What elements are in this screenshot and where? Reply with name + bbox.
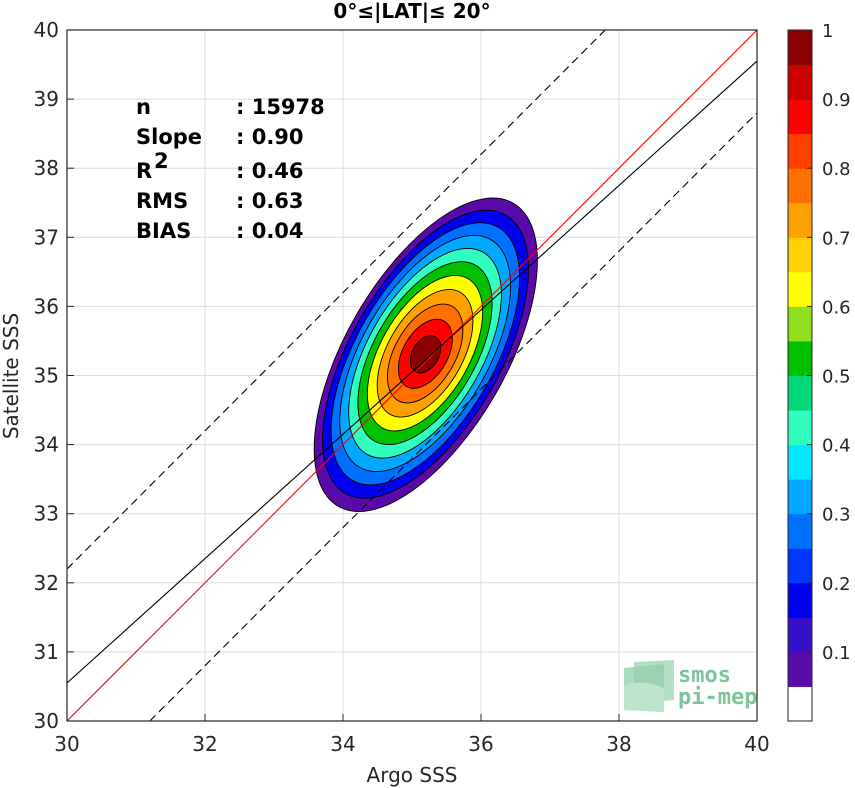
colorbar-segment xyxy=(788,30,812,66)
colorbar-segment xyxy=(788,168,812,204)
colorbar-segment xyxy=(788,133,812,169)
colorbar-segment xyxy=(788,513,812,549)
density-contours xyxy=(313,197,538,512)
colorbar-tick-label: 0.4 xyxy=(822,436,851,457)
stat-label: n xyxy=(136,95,151,119)
stats-box: n : 15978 Slope : 0.90 R 2 : 0.46 RMS : 0.63 BIAS… xyxy=(136,95,325,243)
colorbar-segment xyxy=(788,202,812,238)
colorbar-tick-label: 0.3 xyxy=(822,505,851,526)
stat-value: : 0.46 xyxy=(236,159,304,183)
stat-value: : 15978 xyxy=(236,95,325,119)
x-tick-label: 34 xyxy=(330,732,355,756)
colorbar-segment xyxy=(788,548,812,584)
colorbar-tick-label: 1 xyxy=(822,21,833,42)
colorbar-tick-label: 0.7 xyxy=(822,228,851,249)
stat-value: : 0.90 xyxy=(236,125,304,149)
colorbar: 0.1 0.2 0.3 0.4 0.5 0.6 0.7 0.8 0.9 1 xyxy=(787,21,851,722)
y-tick-label: 34 xyxy=(34,433,59,457)
plot-frame xyxy=(66,29,758,722)
stat-label: RMS xyxy=(136,189,188,213)
colorbar-tick-label: 0.1 xyxy=(822,643,851,664)
y-tick-label: 30 xyxy=(34,709,59,733)
x-tick-label: 36 xyxy=(468,732,493,756)
regression-line xyxy=(66,60,758,684)
smos-logo: smos pi-mep xyxy=(624,660,757,712)
colorbar-tick-label: 0.6 xyxy=(822,297,851,318)
colorbar-segment xyxy=(788,237,812,273)
y-tick-label: 35 xyxy=(34,364,59,388)
colorbar-segment xyxy=(788,479,812,515)
y-tick-label: 36 xyxy=(34,294,59,318)
colorbar-tick-label: 0.2 xyxy=(822,574,851,595)
stat-label: BIAS xyxy=(136,219,191,243)
x-tick-label: 32 xyxy=(192,732,217,756)
colorbar-segment xyxy=(788,375,812,411)
y-tick-label: 39 xyxy=(34,87,59,111)
lower-bound-line xyxy=(149,112,758,722)
colorbar-segment xyxy=(788,410,812,446)
logo-line2: pi-mep xyxy=(678,685,757,710)
colorbar-segment xyxy=(788,617,812,653)
x-tick-label: 30 xyxy=(54,732,79,756)
colorbar-segment xyxy=(788,686,812,722)
identity-line xyxy=(66,29,758,722)
y-tick-label: 33 xyxy=(34,502,59,526)
stat-value: : 0.04 xyxy=(236,219,304,243)
fit-lines xyxy=(66,29,758,722)
colorbar-segment xyxy=(788,306,812,342)
stat-superscript: 2 xyxy=(154,149,169,173)
colorbar-segment xyxy=(788,444,812,480)
y-tick-label: 32 xyxy=(34,571,59,595)
y-tick-labels: 30 31 32 33 34 35 36 37 38 39 40 xyxy=(34,18,59,733)
y-tick-label: 37 xyxy=(34,225,59,249)
colorbar-segment xyxy=(788,340,812,376)
colorbar-segment xyxy=(788,651,812,687)
wave-icon xyxy=(624,660,674,712)
colorbar-segment xyxy=(788,271,812,307)
colorbar-tick-label: 0.9 xyxy=(822,90,851,111)
colorbar-tick-label: 0.8 xyxy=(822,159,851,180)
y-tick-label: 38 xyxy=(34,156,59,180)
x-tick-label: 38 xyxy=(606,732,631,756)
chart-title: 0°≤|LAT|≤ 20° xyxy=(333,0,490,23)
colorbar-segment xyxy=(788,582,812,618)
stat-label: Slope xyxy=(136,125,202,149)
y-tick-label: 40 xyxy=(34,18,59,42)
colorbar-tick-label: 0.5 xyxy=(822,367,851,388)
colorbar-segment xyxy=(788,99,812,135)
y-tick-label: 31 xyxy=(34,640,59,664)
colorbar-segment xyxy=(788,64,812,100)
y-axis-label: Satellite SSS xyxy=(0,313,23,439)
upper-bound-line xyxy=(66,29,606,570)
x-tick-label: 40 xyxy=(744,732,769,756)
stat-label: R xyxy=(136,159,152,183)
x-tick-labels: 30 32 34 36 38 40 xyxy=(54,732,769,756)
x-axis-label: Argo SSS xyxy=(367,763,458,787)
logo-line1: smos xyxy=(678,663,731,688)
stat-value: : 0.63 xyxy=(236,189,304,213)
